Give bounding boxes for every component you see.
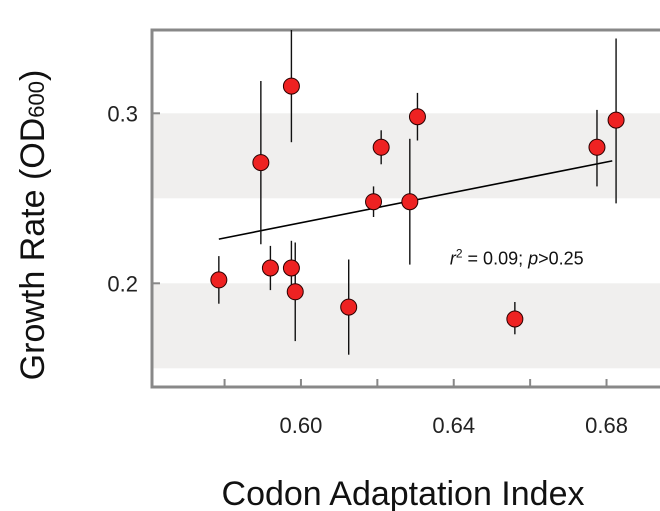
data-point-5 — [286, 283, 304, 301]
plot-frame — [150, 28, 660, 389]
y-tick-label: 0.2 — [107, 271, 138, 296]
r-superscript: 2 — [456, 247, 463, 261]
data-point-12 — [588, 138, 606, 156]
r-symbol: r — [450, 249, 457, 269]
data-point-1 — [252, 154, 270, 172]
band-1 — [152, 113, 660, 199]
data-points — [210, 77, 625, 328]
data-point-3 — [282, 77, 300, 95]
data-point-0 — [210, 271, 228, 289]
x-tick-label: 0.64 — [432, 413, 475, 438]
band-0 — [152, 283, 660, 369]
background-bands — [152, 113, 660, 369]
data-point-2 — [261, 259, 279, 277]
data-point-8 — [372, 138, 390, 156]
x-tick-label: 0.60 — [280, 413, 323, 438]
data-point-4 — [282, 259, 300, 277]
data-point-11 — [506, 310, 524, 328]
y-axis-title-main: Growth Rate (OD — [14, 118, 52, 381]
data-point-13 — [607, 111, 625, 129]
data-point-9 — [401, 193, 419, 211]
data-point-6 — [340, 298, 358, 316]
p-symbol: p — [527, 249, 538, 269]
correlation-annotation: r2 = 0.09; p>0.25 — [450, 247, 584, 269]
data-point-7 — [365, 193, 383, 211]
y-axis-title-close: ) — [14, 70, 52, 81]
data-point-10 — [408, 108, 426, 126]
x-axis-title: Codon Adaptation Index — [222, 475, 585, 511]
y-axis-title: Growth Rate (OD600) — [14, 70, 52, 381]
x-axis-ticks: 0.60 0.64 0.68 — [223, 379, 628, 438]
p-value: >0.25 — [538, 249, 584, 269]
y-axis-title-subscript: 600 — [24, 81, 49, 118]
x-tick-label: 0.68 — [585, 413, 628, 438]
y-tick-label: 0.3 — [107, 101, 138, 126]
r-value: = 0.09; — [463, 249, 529, 269]
y-axis-ticks: 0.2 0.3 — [107, 101, 160, 296]
